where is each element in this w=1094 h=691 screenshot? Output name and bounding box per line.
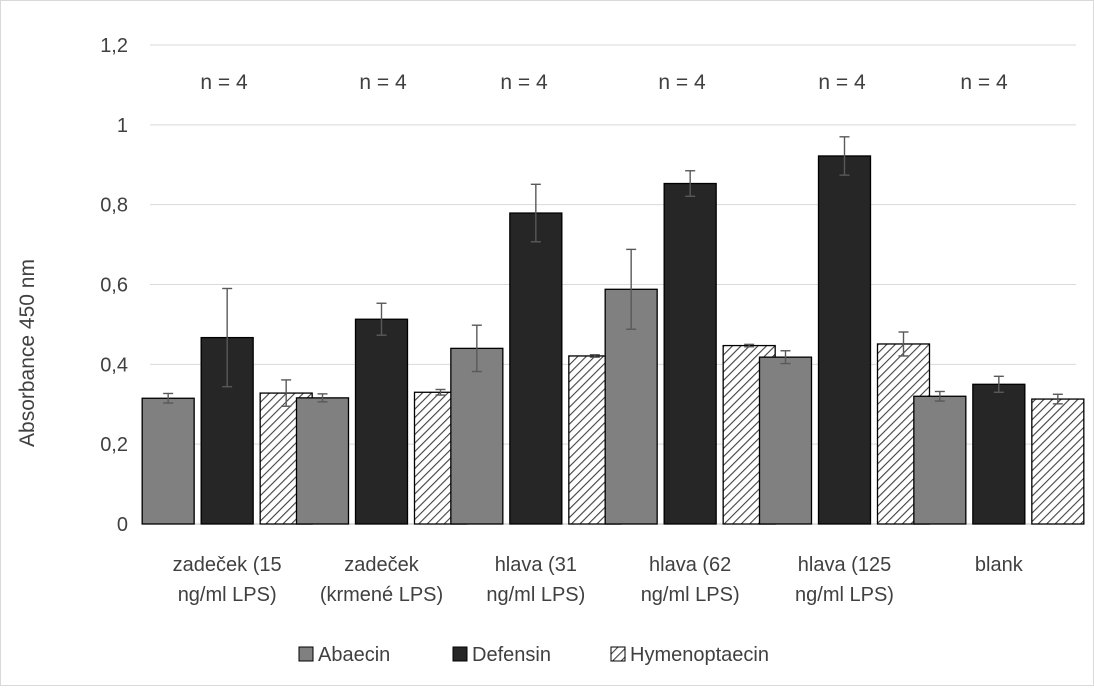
bar-hymenoptaecin <box>1031 398 1085 525</box>
error-bar <box>471 324 482 373</box>
y-axis-title: Absorbance 450 nm <box>16 259 39 447</box>
x-tick-label: zadeček (krmené LPS) <box>320 554 443 606</box>
bar-defensin <box>200 336 254 525</box>
error-bar <box>993 375 1004 393</box>
annotation-n: n = 4 <box>818 71 866 94</box>
bar-abaecin <box>141 397 195 525</box>
legend-item-abaecin: Abaecin <box>298 644 390 666</box>
y-tick-label: 0,8 <box>100 195 128 217</box>
error-bar <box>626 248 637 330</box>
x-tick-label: blank <box>975 554 1024 576</box>
error-bar <box>317 393 328 403</box>
y-tick-label: 0,6 <box>100 275 128 297</box>
bar-defensin <box>663 182 717 525</box>
bar-defensin <box>354 318 409 525</box>
x-tick-label: zadeček (15 ng/ml LPS) <box>173 554 282 606</box>
legend: Abaecin Defensin Hymenoptaecin <box>298 644 769 666</box>
legend-swatch <box>298 646 314 662</box>
bar-abaecin <box>295 397 350 525</box>
error-bar <box>281 379 292 407</box>
error-bar <box>376 302 387 336</box>
bar-abaecin <box>758 356 813 525</box>
error-bar <box>222 287 233 388</box>
bar-defensin <box>817 155 872 525</box>
legend-label: Abaecin <box>318 644 390 666</box>
y-tick-label: 1,2 <box>100 35 128 57</box>
annotation-n: n = 4 <box>200 71 248 94</box>
error-bar <box>589 354 600 358</box>
bars <box>141 155 1085 525</box>
bar-defensin <box>509 212 563 525</box>
x-tick-label: hlava (62 ng/ml LPS) <box>641 554 740 606</box>
error-bars <box>163 136 1063 407</box>
error-bar <box>1052 393 1063 405</box>
error-bar <box>898 331 909 357</box>
annotations: n = 4 n = 4 n = 4 n = 4 n = 4 n = 4 <box>200 71 1008 94</box>
annotation-n: n = 4 <box>658 71 706 94</box>
annotation-n: n = 4 <box>960 71 1008 94</box>
bar-abaecin <box>913 395 967 525</box>
y-axis-tick-labels: 0 0,2 0,4 0,6 0,8 1 1,2 <box>100 35 128 536</box>
annotation-n: n = 4 <box>359 71 407 94</box>
error-bar <box>685 170 696 197</box>
y-tick-label: 1 <box>117 115 128 137</box>
legend-label: Defensin <box>472 644 551 666</box>
error-bar <box>530 183 541 243</box>
legend-swatch <box>452 646 468 662</box>
error-bar <box>780 350 791 365</box>
error-bar <box>744 343 755 348</box>
y-tick-label: 0,2 <box>100 434 128 456</box>
legend-label: Hymenoptaecin <box>630 644 769 666</box>
annotation-n: n = 4 <box>500 71 548 94</box>
x-tick-label: hlava (125 ng/ml LPS) <box>795 554 894 606</box>
legend-swatch <box>610 646 626 662</box>
legend-item-defensin: Defensin <box>452 644 551 666</box>
error-bar <box>934 390 945 402</box>
bar-abaecin <box>450 347 504 525</box>
y-tick-label: 0 <box>117 514 128 536</box>
legend-item-hymenoptaecin: Hymenoptaecin <box>610 644 769 666</box>
bar-defensin <box>972 383 1026 525</box>
error-bar <box>435 388 446 396</box>
error-bar <box>163 392 174 404</box>
error-bar <box>839 136 850 176</box>
x-tick-label: hlava (31 ng/ml LPS) <box>486 554 585 606</box>
x-axis-tick-labels: zadeček (15 ng/ml LPS) zadeček (krmené LPS)… <box>173 554 1024 606</box>
y-tick-label: 0,4 <box>100 354 128 376</box>
